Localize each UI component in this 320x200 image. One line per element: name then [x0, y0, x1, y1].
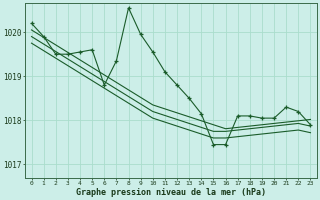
X-axis label: Graphe pression niveau de la mer (hPa): Graphe pression niveau de la mer (hPa) [76, 188, 266, 197]
